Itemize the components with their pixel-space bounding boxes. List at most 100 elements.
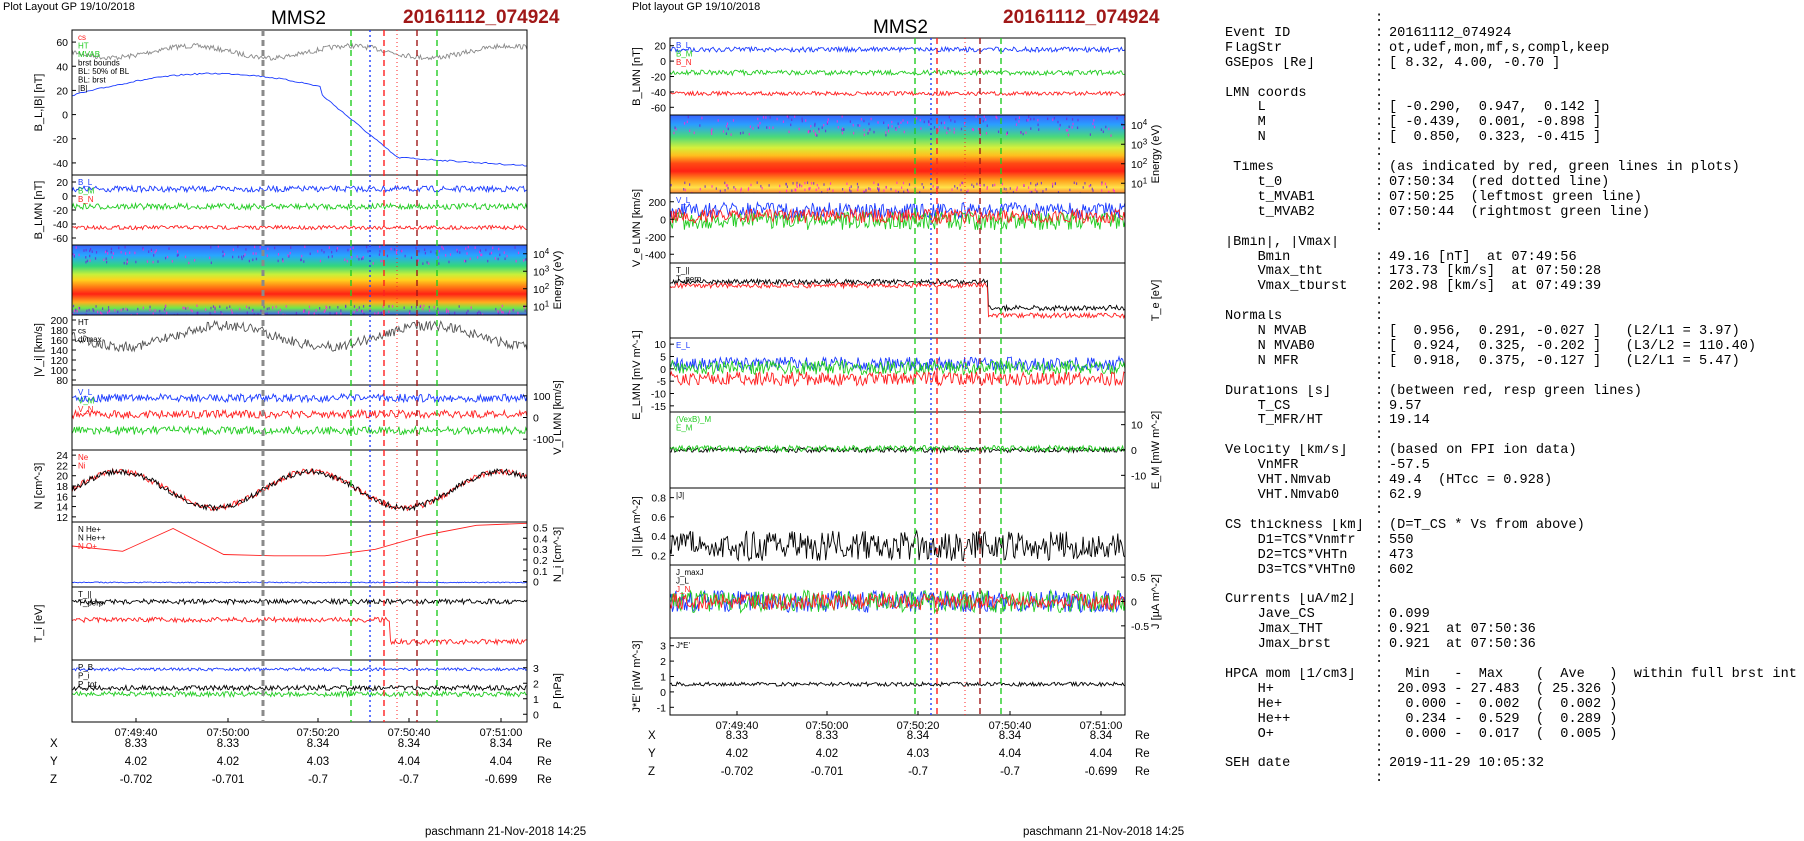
legend-entry: (VexB)_M (676, 415, 711, 424)
y-axis-label: Energy (eV) (552, 251, 564, 310)
spectrogram-pixel (498, 247, 500, 251)
panel-background (670, 193, 1125, 263)
info-key: Vmax_tburst (1225, 280, 1348, 295)
spectrogram-pixel (711, 128, 713, 131)
spectrogram-pixel (954, 185, 956, 188)
panel-background (72, 450, 527, 522)
spectrogram-pixel (796, 183, 798, 187)
info-colon: : (1375, 428, 1384, 444)
mid-footer: paschmann 21-Nov-2018 14:25 (1023, 826, 1185, 838)
info-key (1225, 12, 1375, 27)
spectrogram-pixel (670, 183, 672, 187)
info-key: Event ID (1225, 26, 1291, 41)
y-tick-label: 1 (533, 694, 539, 706)
spectrogram-pixel (1076, 126, 1079, 130)
info-key (1225, 370, 1375, 385)
spectrogram-pixel (474, 246, 476, 249)
spectrogram-pixel (501, 304, 503, 308)
spectrogram-pixel (841, 115, 843, 118)
spectrogram-pixel (826, 120, 829, 124)
spectrogram-pixel (1092, 189, 1094, 192)
x-tick-label: 07:51:00 (480, 727, 523, 739)
info-row: Vmax_tht:173.73 [km/s] at 07:50:28 (1225, 265, 1797, 280)
info-key: Durations [s] (1225, 384, 1332, 399)
y-tick-exponent: 2 (545, 282, 550, 291)
spectrogram-pixel (86, 309, 88, 313)
VexB-M-curve (669, 446, 1126, 454)
spectrogram-pixel (239, 307, 241, 311)
coord-value: 8.34 (306, 738, 330, 750)
spectrogram-pixel (943, 121, 946, 125)
spectrogram-pixel (222, 254, 224, 258)
info-key: T_MFR/HT (1225, 414, 1323, 429)
info-value: 07:50:44 (rightmost green line) (1389, 204, 1651, 220)
spectrogram-pixel (512, 308, 514, 312)
spectrogram-pixel (1077, 118, 1079, 122)
spectrogram-pixel (870, 117, 872, 121)
legend-entry: E_L (676, 341, 691, 350)
spectrogram-pixel (183, 306, 185, 310)
y-axis-label: P [nPa] (552, 673, 564, 709)
info-key: Jmax_brst (1225, 638, 1332, 653)
spectrogram-pixel (509, 310, 511, 313)
spectrogram-pixel (456, 248, 458, 252)
spectrogram-pixel (852, 123, 854, 127)
spectrogram-pixel (401, 249, 403, 253)
info-row: : (1225, 652, 1797, 668)
spectrogram-pixel (878, 187, 880, 191)
spectrogram-pixel (1105, 125, 1107, 129)
spectrogram-pixel (232, 248, 234, 251)
spectrogram-pixel (950, 119, 952, 122)
info-value: ot,udef,mon,mf,s,compl,keep (1389, 40, 1610, 56)
P-i-curve (71, 689, 528, 699)
info-key (1225, 504, 1375, 519)
y-tick-label: 101 (1131, 176, 1148, 190)
coord-unit: Re (537, 756, 552, 768)
info-row: M: [ -0.439, 0.001, -0.898 ] (1225, 115, 1797, 131)
spectrogram-pixel (752, 127, 754, 130)
info-row: : (1225, 369, 1797, 385)
info-key: D1=TCS*Vnmfr (1225, 533, 1356, 548)
spectrogram-pixel (120, 308, 122, 312)
spectrogram-pixel (960, 188, 962, 192)
legend-entry: J_maxJ (676, 568, 704, 577)
spectrogram-pixel (409, 310, 411, 313)
legend-entry: B_L (78, 178, 93, 187)
y-tick-label: 0.6 (651, 512, 666, 524)
spectrogram-pixel (850, 185, 852, 188)
spectrogram-pixel (171, 260, 173, 263)
spectrogram-pixel (466, 252, 468, 255)
y-tick-exponent: 3 (1143, 137, 1148, 146)
E-M-curve (669, 358, 1126, 377)
spectrogram-pixel (379, 250, 381, 253)
V-abs-curve (71, 319, 528, 353)
spectrogram-pixel (898, 125, 900, 129)
info-colon: : (1375, 517, 1384, 533)
info-key: O+ (1225, 727, 1274, 742)
spectrogram-pixel (165, 304, 167, 308)
spectrogram-pixel (287, 254, 289, 257)
spectrogram-pixel (865, 189, 867, 192)
spectrogram-pixel (923, 120, 925, 124)
spectrogram-pixel (380, 312, 382, 315)
spectrogram-pixel (340, 309, 342, 312)
spectrogram-pixel (689, 183, 691, 186)
spectrogram-pixel (887, 126, 889, 130)
spectrogram-pixel (73, 253, 75, 257)
spectrogram-pixel (815, 133, 817, 137)
legend-entry: V_L (78, 388, 93, 397)
spectrogram-pixel (699, 124, 701, 127)
spectrogram-pixel (329, 306, 331, 309)
y-axis-label: V_i LMN [km/s] (552, 380, 564, 455)
spectrogram-pixel (214, 306, 216, 309)
spectrogram-pixel (148, 250, 150, 253)
spectrogram-pixel (403, 306, 405, 309)
y-tick-label: 180 (50, 325, 68, 337)
y-tick-label: 10 (1131, 420, 1143, 432)
spectrogram-pixel (877, 121, 879, 124)
info-row: : (1225, 771, 1797, 787)
legend-entry: E_M (676, 424, 693, 433)
left-footer: paschmann 21-Nov-2018 14:25 (425, 826, 587, 838)
